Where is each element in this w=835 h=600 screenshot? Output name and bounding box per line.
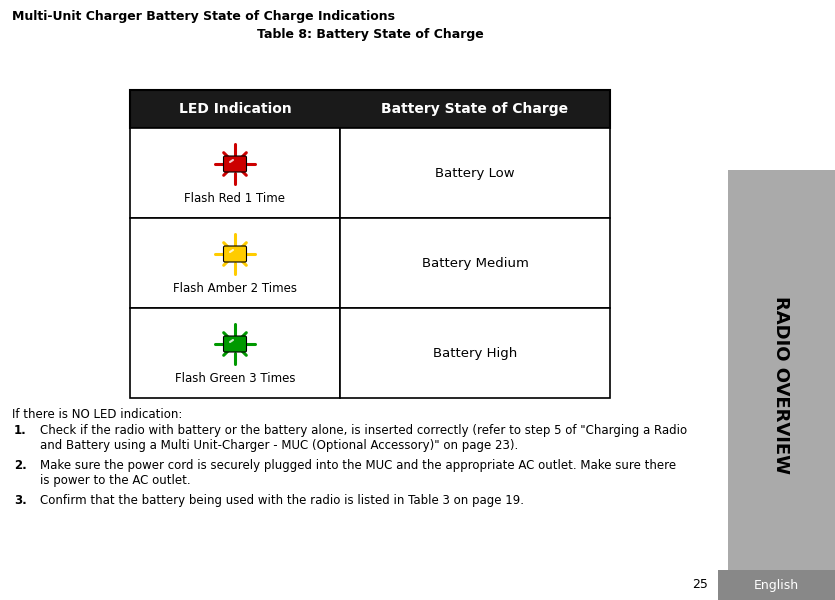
Bar (130, 128, 340, 218)
Text: Battery Low: Battery Low (435, 166, 515, 179)
Text: Flash Red 1 Time: Flash Red 1 Time (185, 191, 286, 205)
Text: Make sure the power cord is securely plugged into the MUC and the appropriate AC: Make sure the power cord is securely plu… (40, 459, 676, 487)
FancyBboxPatch shape (224, 246, 246, 262)
Bar (130, 90, 610, 128)
Bar (340, 308, 610, 398)
Text: Confirm that the battery being used with the radio is listed in Table 3 on page : Confirm that the battery being used with… (40, 494, 524, 507)
Text: Table 8: Battery State of Charge: Table 8: Battery State of Charge (256, 28, 483, 41)
Bar (340, 218, 610, 308)
Text: RADIO OVERVIEW: RADIO OVERVIEW (772, 296, 791, 474)
Text: Battery High: Battery High (433, 346, 517, 359)
Text: 1.: 1. (14, 424, 27, 437)
Text: If there is NO LED indication:: If there is NO LED indication: (12, 408, 182, 421)
Text: Battery State of Charge: Battery State of Charge (382, 102, 569, 116)
Text: 2.: 2. (14, 459, 27, 472)
Text: Battery Medium: Battery Medium (422, 257, 529, 269)
Text: Multi-Unit Charger Battery State of Charge Indications: Multi-Unit Charger Battery State of Char… (12, 10, 395, 23)
FancyBboxPatch shape (224, 156, 246, 172)
Text: Flash Amber 2 Times: Flash Amber 2 Times (173, 281, 297, 295)
Bar (130, 218, 340, 308)
Bar (340, 128, 610, 218)
Text: 3.: 3. (14, 494, 27, 507)
Text: Flash Green 3 Times: Flash Green 3 Times (175, 371, 296, 385)
FancyBboxPatch shape (224, 336, 246, 352)
Text: English: English (754, 578, 799, 592)
Bar (130, 308, 340, 398)
Bar (718, 570, 835, 600)
Text: 25: 25 (692, 578, 708, 592)
Text: Check if the radio with battery or the battery alone, is inserted correctly (ref: Check if the radio with battery or the b… (40, 424, 687, 452)
Bar (728, 170, 835, 600)
Text: LED Indication: LED Indication (179, 102, 291, 116)
